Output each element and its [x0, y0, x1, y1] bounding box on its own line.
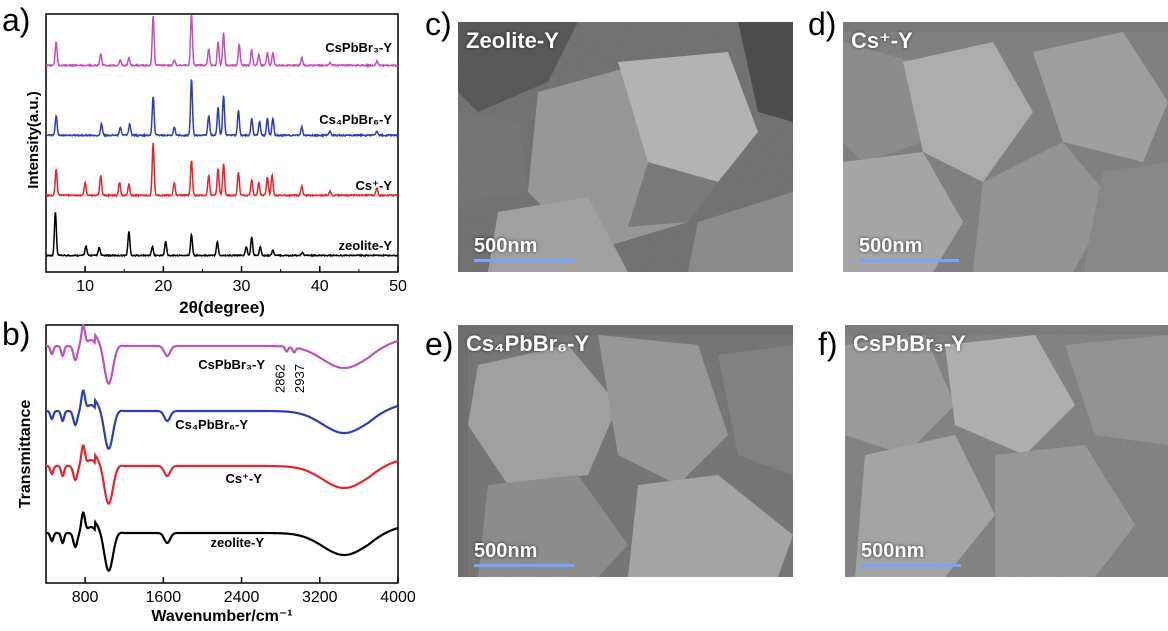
ftir-series-label: Cs₄PbBr₆-Y — [175, 417, 248, 432]
scale-bar: 500nm — [861, 540, 961, 567]
scale-line — [474, 259, 574, 262]
xrd-series-line — [45, 142, 399, 198]
sem-image-zeolite-y: Zeolite-Y 500nm — [458, 22, 793, 272]
scale-line — [859, 259, 959, 262]
scale-label: 500nm — [474, 235, 538, 257]
xrd-plot-frame — [45, 13, 399, 273]
xrd-series-label: zeolite-Y — [339, 238, 393, 253]
scale-line — [474, 564, 574, 567]
ftir-series-label: Cs⁺-Y — [226, 471, 263, 486]
panel-a-letter: a) — [2, 2, 31, 38]
sem-image-cspbbr3-y: CsPbBr₃-Y 500nm — [845, 325, 1168, 577]
ftir-ylabel: Transmittance — [17, 400, 34, 509]
ftir-series-line — [45, 511, 399, 573]
scale-label: 500nm — [861, 540, 925, 562]
ftir-plot-frame — [45, 324, 399, 584]
xrd-series-label: CsPbBr₃-Y — [325, 40, 392, 55]
scale-line — [861, 564, 961, 567]
ftir-chart: 800 1600 2400 3200 4000 zeolite-Y Cs⁺-Y Cs₄PbB… — [17, 324, 416, 625]
xrd-xtick-label: 50 — [389, 278, 407, 295]
ftir-series-line — [45, 324, 399, 386]
sem-texture — [845, 325, 1168, 577]
panel-f-letter: f) — [818, 326, 838, 362]
ftir-xtick-label: 4000 — [380, 589, 416, 606]
xrd-series-line — [45, 14, 399, 68]
ftir-series-label: zeolite-Y — [211, 535, 265, 550]
xrd-xtick-label: 10 — [76, 278, 94, 295]
scale-label: 500nm — [859, 235, 923, 257]
sem-texture — [458, 325, 793, 577]
sem-title: CsPbBr₃-Y — [853, 331, 966, 356]
panel-e-letter: e) — [425, 326, 454, 362]
sem-texture — [458, 22, 793, 272]
xrd-xtick-label: 30 — [233, 278, 251, 295]
xrd-ylabel: Intensity(a.u.) — [25, 91, 42, 189]
ftir-series-line — [45, 444, 399, 506]
annotation-2862: 2862 — [273, 364, 288, 393]
sem-image-cs4pbbr6-y: Cs₄PbBr₆-Y 500nm — [458, 325, 793, 577]
sem-title: Zeolite-Y — [466, 28, 559, 53]
panel-d-letter: d) — [808, 6, 837, 42]
xrd-xtick-label: 40 — [311, 278, 329, 295]
scale-bar: 500nm — [859, 235, 959, 262]
ftir-xtick-label: 3200 — [302, 589, 338, 606]
xrd-series-line — [45, 79, 399, 138]
panel-c-letter: c) — [425, 6, 452, 42]
ftir-xlabel: Wavenumber/cm⁻¹ — [151, 608, 292, 625]
xrd-xlabel: 2θ(degree) — [179, 298, 265, 317]
xrd-series-line — [45, 212, 399, 258]
ftir-xtick-label: 800 — [72, 589, 99, 606]
xrd-series-label: Cs₄PbBr₆-Y — [319, 112, 392, 127]
ftir-series-line — [45, 389, 399, 451]
scale-bar: 500nm — [474, 235, 574, 262]
panel-b-letter: b) — [2, 316, 31, 352]
sem-texture — [843, 22, 1168, 272]
sem-title: Cs⁺-Y — [851, 28, 913, 53]
annotation-2937: 2937 — [292, 364, 307, 393]
sem-title: Cs₄PbBr₆-Y — [466, 331, 590, 356]
ftir-series-label: CsPbBr₃-Y — [198, 357, 265, 372]
scale-label: 500nm — [474, 540, 538, 562]
ftir-xtick-label: 2400 — [224, 589, 260, 606]
scale-bar: 500nm — [474, 540, 574, 567]
xrd-xtick-label: 20 — [154, 278, 172, 295]
sem-image-cs-y: Cs⁺-Y 500nm — [843, 22, 1168, 272]
ftir-xtick-label: 1600 — [146, 589, 182, 606]
xrd-series-label: Cs⁺-Y — [356, 178, 393, 193]
xrd-chart: 10 20 30 40 50 zeolite-Y Cs⁺-Y Cs₄PbBr₆-Y CsPbB… — [25, 13, 407, 317]
